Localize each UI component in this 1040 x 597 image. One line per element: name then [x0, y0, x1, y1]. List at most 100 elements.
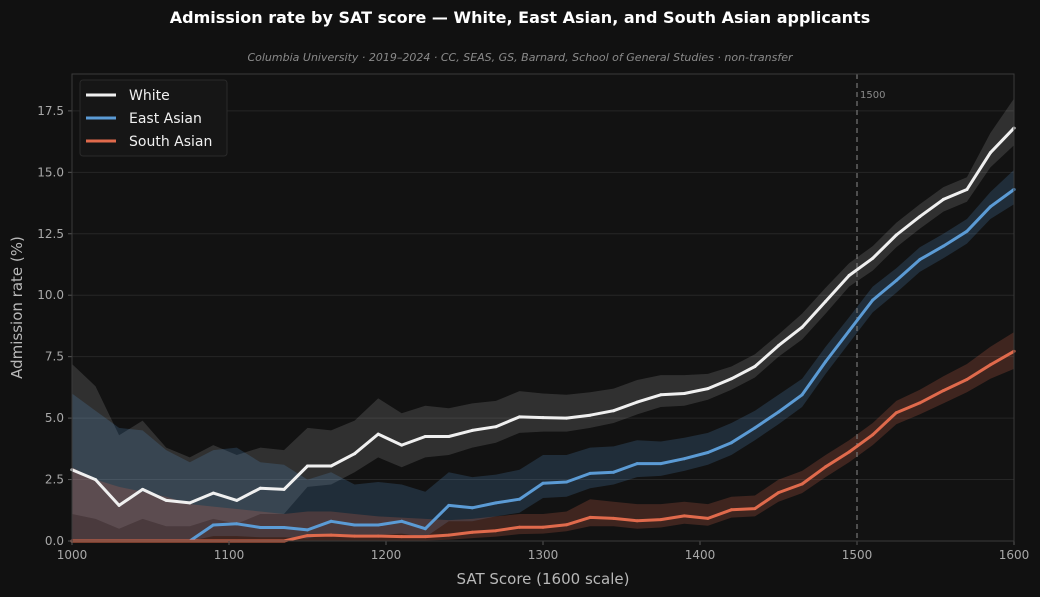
data-point-south-asian: [470, 530, 474, 534]
axes: 0.0 2.5 5.0 7.5 10.0 12.5 15.0 17.5 1000 1100 1200…: [37, 73, 1030, 562]
data-point-white: [847, 274, 851, 277]
data-point-east-asian: [353, 523, 357, 527]
data-point-white: [447, 435, 451, 438]
data-point-south-asian: [847, 450, 851, 454]
x-tick-label: 1200: [371, 548, 402, 562]
data-point-east-asian: [635, 462, 639, 466]
data-point-white: [353, 452, 357, 456]
data-point-white: [282, 487, 286, 491]
x-tick-label: 1500: [842, 548, 873, 562]
data-point-south-asian: [777, 491, 780, 495]
data-point-south-asian: [988, 363, 992, 367]
data-point-east-asian: [941, 244, 945, 248]
data-point-east-asian: [282, 526, 286, 529]
y-tick-label: 0.0: [45, 534, 64, 548]
ci-band-south-asian: [72, 332, 1014, 541]
data-point-white: [800, 325, 804, 329]
data-point-white: [612, 409, 616, 413]
data-point-east-asian: [918, 258, 922, 262]
data-point-south-asian: [894, 411, 898, 415]
data-point-east-asian: [447, 503, 451, 507]
y-tick-label: 12.5: [37, 227, 64, 241]
data-point-white: [753, 365, 757, 368]
data-point-white: [635, 400, 639, 404]
data-point-south-asian: [306, 534, 309, 538]
data-point-white: [918, 215, 922, 219]
x-tick-label: 1100: [214, 548, 245, 562]
data-point-south-asian: [353, 534, 357, 538]
legend-label-south-asian: South Asian: [129, 134, 212, 150]
data-point-east-asian: [494, 501, 498, 505]
data-point-white: [94, 478, 97, 482]
x-axis-title: SAT Score (1600 scale): [457, 570, 630, 588]
data-point-south-asian: [824, 465, 828, 469]
data-point-white: [988, 151, 992, 155]
data-point-white: [518, 415, 521, 419]
legend-box: [79, 79, 228, 157]
data-point-white: [777, 344, 780, 348]
data-point-east-asian: [565, 480, 568, 484]
data-point-east-asian: [965, 229, 969, 233]
data-point-east-asian: [235, 522, 239, 526]
data-point-white: [588, 413, 592, 417]
data-point-east-asian: [306, 528, 309, 532]
data-point-south-asian: [941, 389, 945, 393]
data-point-white: [423, 435, 427, 438]
data-point-white: [400, 443, 404, 447]
chart-title: Admission rate by SAT score — White, Eas…: [169, 8, 871, 27]
data-point-white: [824, 299, 828, 303]
data-point-east-asian: [729, 441, 733, 445]
data-point-south-asian: [423, 535, 427, 539]
legend-label-white: White: [129, 88, 170, 104]
data-point-east-asian: [800, 393, 804, 397]
data-point-south-asian: [729, 508, 733, 512]
data-point-white: [211, 491, 215, 495]
y-axis-title: Admission rate (%): [8, 236, 26, 379]
data-point-east-asian: [824, 360, 828, 364]
data-point-south-asian: [565, 523, 568, 527]
data-point-east-asian: [777, 410, 780, 414]
data-point-white: [659, 393, 663, 397]
data-point-east-asian: [682, 457, 686, 461]
data-point-white: [376, 432, 380, 436]
y-tick-label: 17.5: [37, 104, 64, 118]
data-point-white: [894, 233, 898, 237]
data-point-east-asian: [211, 523, 215, 527]
data-point-white: [258, 486, 262, 490]
ci-band-white: [72, 98, 1014, 529]
data-point-east-asian: [659, 462, 663, 466]
data-point-east-asian: [541, 481, 545, 485]
data-point-white: [541, 416, 545, 420]
data-point-white: [965, 188, 969, 191]
data-point-white: [164, 498, 168, 502]
x-tick-label: 1600: [999, 548, 1030, 562]
data-point-white: [235, 498, 239, 502]
data-point-south-asian: [447, 533, 451, 537]
series-lines: [70, 126, 1016, 543]
data-point-east-asian: [400, 519, 404, 523]
data-point-white: [188, 501, 192, 505]
data-point-white: [706, 387, 710, 391]
data-point-south-asian: [800, 482, 804, 486]
data-point-east-asian: [423, 527, 427, 531]
data-point-south-asian: [588, 515, 592, 519]
data-point-east-asian: [612, 470, 616, 474]
data-point-white: [729, 377, 733, 381]
x-tick-label: 1300: [528, 548, 559, 562]
data-point-south-asian: [518, 525, 521, 529]
data-point-east-asian: [518, 497, 521, 501]
data-point-white: [470, 428, 474, 432]
x-tick-label: 1000: [57, 548, 88, 562]
data-point-white: [117, 503, 121, 507]
reference-line-group: 1500: [856, 74, 885, 541]
y-tick-label: 2.5: [45, 473, 64, 487]
data-point-south-asian: [682, 514, 686, 518]
data-point-white: [494, 425, 498, 429]
data-point-white: [306, 464, 309, 468]
data-point-south-asian: [329, 533, 333, 537]
data-point-south-asian: [918, 401, 922, 405]
data-point-south-asian: [494, 529, 498, 533]
data-point-east-asian: [894, 279, 898, 282]
data-point-south-asian: [376, 534, 380, 538]
data-point-white: [565, 416, 568, 420]
